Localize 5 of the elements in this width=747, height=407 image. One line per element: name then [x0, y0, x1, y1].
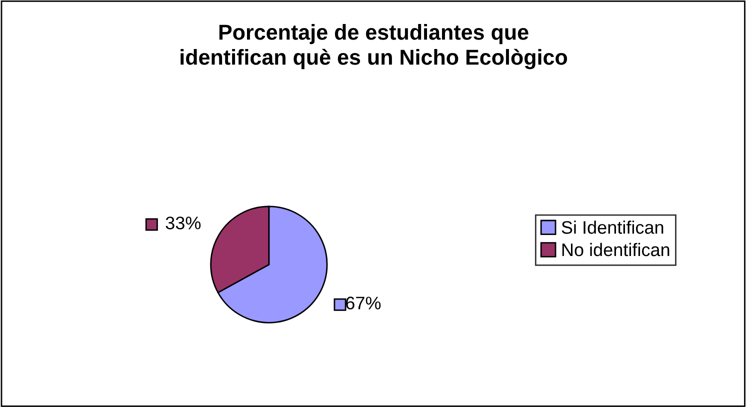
data-label: 33% [166, 216, 201, 230]
legend-label: Si Identifican [562, 220, 664, 234]
legend-label: No identifican [562, 242, 670, 256]
data-label: 67% [346, 296, 381, 310]
chart-title: Porcentaje de estudiantes que identifican què es un Nicho Ecològico [180, 24, 568, 70]
